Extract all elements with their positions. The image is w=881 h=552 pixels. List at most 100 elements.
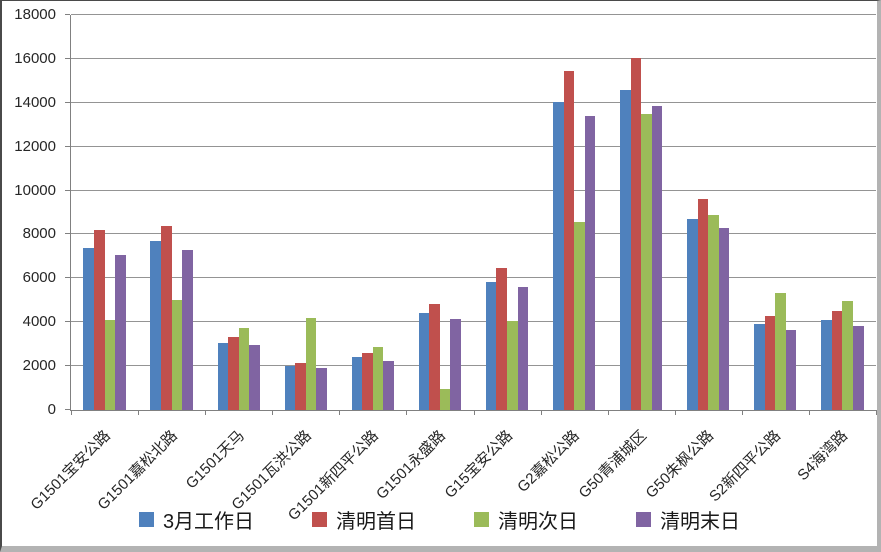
bar (450, 318, 462, 410)
gridline (71, 14, 876, 15)
bar (651, 106, 663, 410)
bar (104, 320, 116, 410)
bar (316, 368, 327, 410)
bar (305, 317, 317, 410)
bar (418, 313, 430, 410)
legend-label: 清明次日 (498, 510, 579, 533)
bar (249, 345, 260, 410)
x-axis-tick (741, 410, 743, 415)
bar (351, 357, 363, 410)
bar (485, 281, 497, 410)
bar (708, 214, 719, 410)
y-axis-tick-label: 16000 (14, 49, 56, 67)
bar-series-container (71, 15, 876, 410)
bar (228, 336, 239, 410)
x-axis-tick (138, 410, 140, 415)
x-axis-category-label: S4海湾路 (794, 427, 852, 485)
bar (362, 352, 373, 410)
bar (821, 320, 832, 410)
x-axis-tick (205, 410, 207, 415)
category-group (406, 15, 473, 410)
y-axis-tick (65, 233, 70, 235)
category-group (339, 15, 406, 410)
gridline (71, 277, 876, 279)
y-axis-tick (65, 101, 70, 103)
gridline (71, 233, 876, 235)
category-group (272, 15, 339, 410)
bar (83, 247, 94, 410)
legend-item: 清明次日 (474, 505, 578, 534)
x-axis-category-label: G1501天马 (182, 427, 248, 493)
category-group (608, 15, 675, 410)
y-axis-tick-label: 14000 (14, 93, 56, 111)
bar (150, 241, 162, 410)
legend-label: 清明首日 (336, 510, 417, 533)
gridline (71, 321, 876, 323)
bar (372, 347, 384, 410)
y-axis-tick (65, 277, 70, 279)
gridline (71, 189, 876, 191)
bar (217, 343, 229, 410)
legend-label: 3月工作日 (162, 510, 255, 533)
x-axis-tick (607, 410, 609, 415)
bar (295, 362, 306, 410)
bar (517, 287, 529, 410)
x-axis-tick (339, 410, 341, 415)
bar (852, 325, 864, 410)
bar (687, 219, 698, 410)
x-axis-tick (876, 410, 877, 415)
category-group (473, 15, 540, 410)
x-axis-tick (272, 410, 274, 415)
y-axis-tick-label: 12000 (14, 137, 56, 155)
gridline (71, 145, 876, 147)
legend-label: 清明末日 (660, 510, 741, 533)
y-axis-tick (65, 365, 70, 367)
bar (182, 249, 193, 410)
bar (630, 57, 642, 410)
bar (620, 89, 631, 410)
category-group (71, 15, 138, 410)
x-axis-category-label: G15宝安公路 (441, 427, 517, 502)
y-axis-tick-label: 6000 (22, 269, 56, 287)
bar (439, 389, 451, 410)
y-axis-tick-label: 8000 (22, 225, 56, 243)
legend-swatch-icon (636, 511, 652, 527)
category-group (138, 15, 205, 410)
legend-swatch-icon (312, 511, 328, 527)
x-axis-tick (808, 410, 810, 415)
gridline (71, 57, 876, 59)
legend-item: 清明末日 (636, 505, 740, 534)
x-axis-tick (71, 410, 72, 415)
x-axis-tick (674, 410, 676, 415)
y-axis-tick-label: 10000 (14, 181, 56, 199)
bar (775, 292, 786, 410)
x-axis-tick (540, 410, 542, 415)
legend-item: 3月工作日 (138, 505, 255, 534)
bar (831, 311, 843, 410)
bar (429, 303, 440, 410)
bar (584, 115, 596, 410)
plot-area (65, 14, 877, 415)
legend-swatch-icon (138, 511, 154, 527)
bar (171, 300, 183, 410)
x-axis-category-label: S2新四平公路 (706, 427, 785, 506)
category-group (205, 15, 272, 410)
y-axis-tick-label: 18000 (14, 6, 56, 23)
bar (764, 315, 776, 410)
legend-item: 清明首日 (312, 505, 416, 534)
legend: 3月工作日 清明首日 清明次日 清明末日 (2, 500, 877, 538)
bar (284, 366, 296, 410)
bar (718, 227, 730, 410)
bar (161, 225, 172, 410)
bar (115, 255, 126, 410)
y-axis-tick (65, 189, 70, 191)
y-axis-tick (65, 409, 70, 410)
bar (785, 329, 797, 410)
bar (496, 268, 507, 410)
bar (842, 301, 853, 410)
bar (641, 113, 652, 410)
bar (93, 230, 105, 410)
y-axis-tick (65, 14, 70, 15)
y-axis-tick (65, 145, 70, 147)
